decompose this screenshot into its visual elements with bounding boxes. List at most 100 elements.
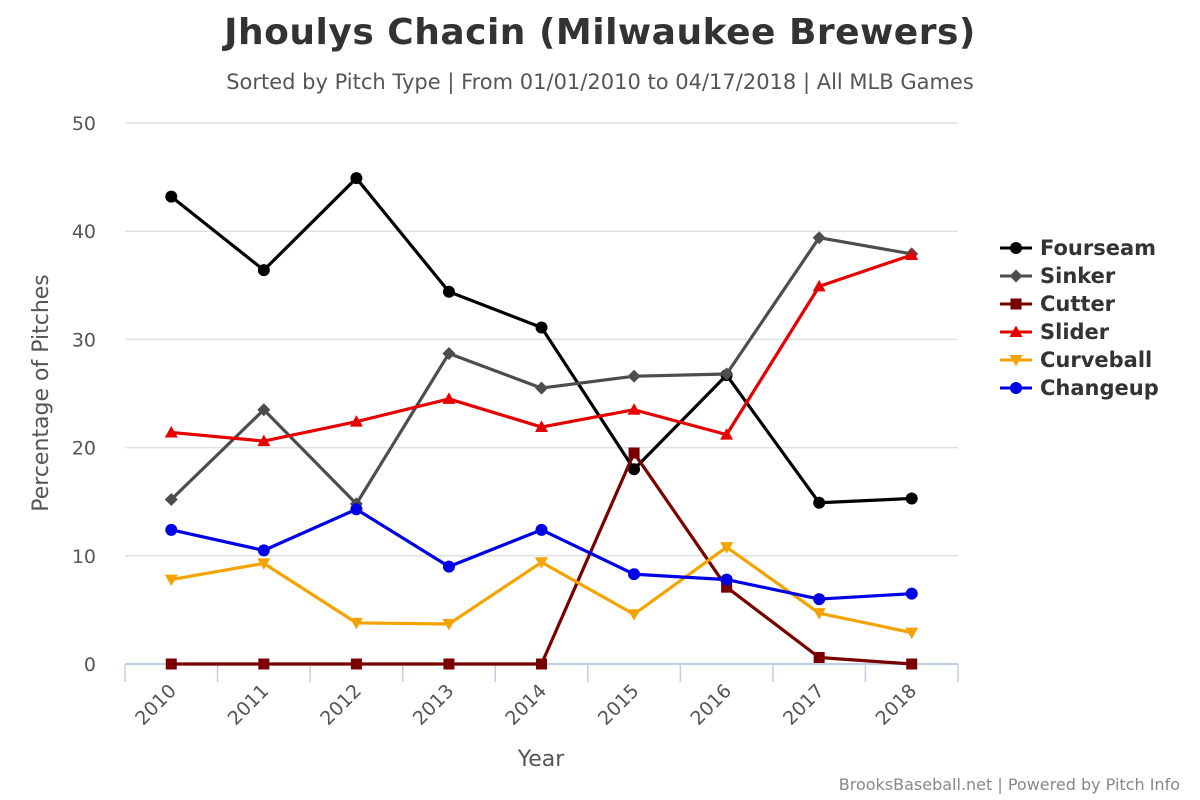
slider-point [720, 428, 734, 440]
legend-item-sinker[interactable]: Sinker [1000, 264, 1116, 288]
chart-subtitle: Sorted by Pitch Type | From 01/01/2010 t… [226, 70, 974, 94]
curveball-point [349, 617, 363, 630]
cutter-point [350, 658, 362, 670]
slider-point [257, 434, 271, 447]
legend-item-curveball[interactable]: Curveball [1000, 348, 1152, 372]
legend-marker [1009, 325, 1023, 337]
legend-label: Sinker [1040, 264, 1116, 288]
cutter-point [906, 658, 918, 670]
curveball-point [164, 574, 178, 587]
legend-item-cutter[interactable]: Cutter [1000, 292, 1116, 316]
cutter-point [443, 658, 455, 670]
fourseam-point [165, 190, 178, 203]
legend[interactable]: Fourseam Sinker Cutter Slider Curveball Chang… [1000, 236, 1159, 400]
changeup-point [535, 523, 548, 536]
y-tick-label: 0 [84, 654, 96, 676]
cutter-point [258, 658, 270, 670]
sinker-point [442, 346, 456, 360]
changeup-point [905, 587, 918, 600]
legend-label: Fourseam [1040, 236, 1156, 260]
series-changeup [165, 503, 918, 606]
y-tick-label: 40 [72, 221, 96, 243]
fourseam-point [257, 264, 270, 277]
sinker-point [720, 367, 734, 381]
changeup-point [350, 503, 363, 516]
slider-point [535, 420, 548, 433]
x-tick-label: 2011 [224, 680, 274, 730]
slider-line [171, 253, 913, 443]
fourseam-point [442, 285, 455, 298]
curveball-point [535, 557, 548, 569]
legend-marker [1010, 298, 1022, 310]
curveball-point [442, 618, 456, 631]
slider-point [627, 403, 641, 415]
series-curveball [164, 542, 919, 640]
changeup-point [442, 560, 455, 573]
y-axis-title: Percentage of Pitches [29, 274, 54, 512]
cutter-point [721, 581, 733, 593]
slider-point [164, 425, 178, 438]
series-sinker [164, 231, 919, 511]
legend-marker [1010, 382, 1022, 394]
changeup-point [813, 593, 826, 606]
sinker-point [812, 231, 826, 245]
legend-label: Changeup [1040, 376, 1159, 400]
cutter-point [628, 447, 640, 459]
slider-point [442, 392, 456, 404]
sinker-line [170, 236, 912, 506]
legend-marker [1009, 355, 1023, 367]
legend-marker [1009, 269, 1023, 283]
slider-point [812, 279, 826, 292]
fourseam-point [350, 172, 363, 185]
grid-lines [125, 122, 958, 557]
series-cutter [165, 447, 918, 670]
legend-marker [1010, 242, 1022, 254]
fourseam-point [813, 496, 826, 509]
x-tick-label: 2012 [316, 680, 366, 730]
x-tick-label: 2015 [594, 680, 644, 730]
axes: 0 10 20 30 40 50 2010 2011 2012 2013 2014 2015 2016 2… [72, 113, 959, 730]
legend-item-changeup[interactable]: Changeup [1000, 376, 1159, 400]
x-tick-label: 2014 [501, 680, 551, 730]
curveball-point [812, 608, 826, 620]
x-tick-label: 2017 [779, 680, 829, 730]
sinker-point [627, 369, 641, 383]
fourseam-point [905, 492, 918, 505]
x-axis-title: Year [517, 747, 566, 772]
curveball-point [627, 609, 641, 621]
changeup-point [257, 544, 270, 557]
legend-item-slider[interactable]: Slider [1000, 320, 1110, 344]
slider-point [349, 415, 363, 427]
fourseam-point [628, 463, 641, 476]
sinker-point [535, 381, 548, 395]
changeup-point [165, 523, 178, 536]
sinker-point [164, 493, 178, 507]
y-tick-label: 10 [72, 546, 96, 568]
curveball-point [905, 627, 919, 640]
chart-title: Jhoulys Chacin (Milwaukee Brewers) [224, 12, 976, 53]
legend-label: Cutter [1040, 292, 1116, 316]
cutter-point [536, 658, 547, 670]
y-tick-label: 20 [72, 438, 96, 460]
changeup-point [720, 573, 733, 586]
credits-text[interactable]: BrooksBaseball.net | Powered by Pitch In… [838, 775, 1180, 794]
fourseam-line [170, 176, 912, 505]
series-fourseam [165, 172, 918, 509]
y-tick-label: 30 [72, 329, 96, 351]
curveball-point [257, 558, 271, 570]
series [164, 172, 919, 670]
changeup-line [170, 507, 912, 601]
cutter-point [165, 658, 177, 670]
legend-item-fourseam[interactable]: Fourseam [1000, 236, 1156, 260]
curveball-point [720, 542, 734, 554]
x-tick-label: 2013 [409, 680, 459, 730]
x-tick-label: 2010 [131, 680, 181, 730]
cutter-point [813, 652, 825, 664]
sinker-point [257, 403, 271, 417]
y-tick-label: 50 [72, 113, 96, 135]
legend-label: Curveball [1040, 348, 1152, 372]
x-tick-label: 2016 [686, 680, 736, 730]
legend-label: Slider [1040, 320, 1110, 344]
fourseam-point [535, 321, 548, 334]
